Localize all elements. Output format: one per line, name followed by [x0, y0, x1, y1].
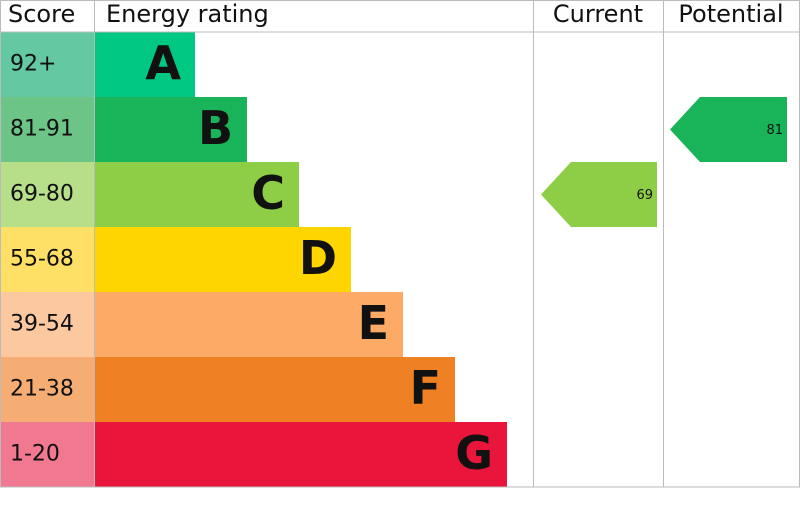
score-cell — [0, 292, 94, 357]
rating-bar — [94, 32, 195, 97]
rating-letter: E — [358, 296, 389, 350]
current-arrow — [541, 162, 657, 227]
score-cell — [0, 162, 94, 227]
score-label: 1-20 — [10, 442, 60, 467]
current-value: 69 — [636, 188, 653, 203]
rating-bar — [94, 292, 403, 357]
potential-arrow — [670, 97, 787, 162]
rating-letter: G — [455, 426, 493, 480]
rating-letter: F — [410, 361, 441, 415]
rating-letter: A — [145, 36, 181, 90]
header: Current — [553, 0, 643, 28]
header: Energy rating — [106, 0, 269, 28]
rating-bar — [94, 357, 455, 422]
score-label: 21-38 — [10, 377, 74, 402]
score-cell — [0, 32, 94, 97]
rating-letter: B — [198, 101, 233, 155]
header: Score — [8, 0, 75, 28]
rating-bar — [94, 422, 507, 487]
score-label: 55-68 — [10, 247, 74, 272]
score-label: 69-80 — [10, 182, 74, 207]
score-cell — [0, 422, 94, 487]
score-label: 39-54 — [10, 312, 74, 337]
rating-letter: D — [299, 231, 337, 285]
rating-bar — [94, 227, 351, 292]
score-cell — [0, 227, 94, 292]
rating-bar — [94, 162, 299, 227]
rating-letter: C — [251, 166, 285, 220]
potential-value: 81 — [766, 123, 783, 138]
score-cell — [0, 97, 94, 162]
header: Potential — [678, 0, 783, 28]
score-label: 92+ — [10, 52, 56, 77]
score-cell — [0, 357, 94, 422]
score-label: 81-91 — [10, 117, 74, 142]
rating-bar — [94, 97, 247, 162]
